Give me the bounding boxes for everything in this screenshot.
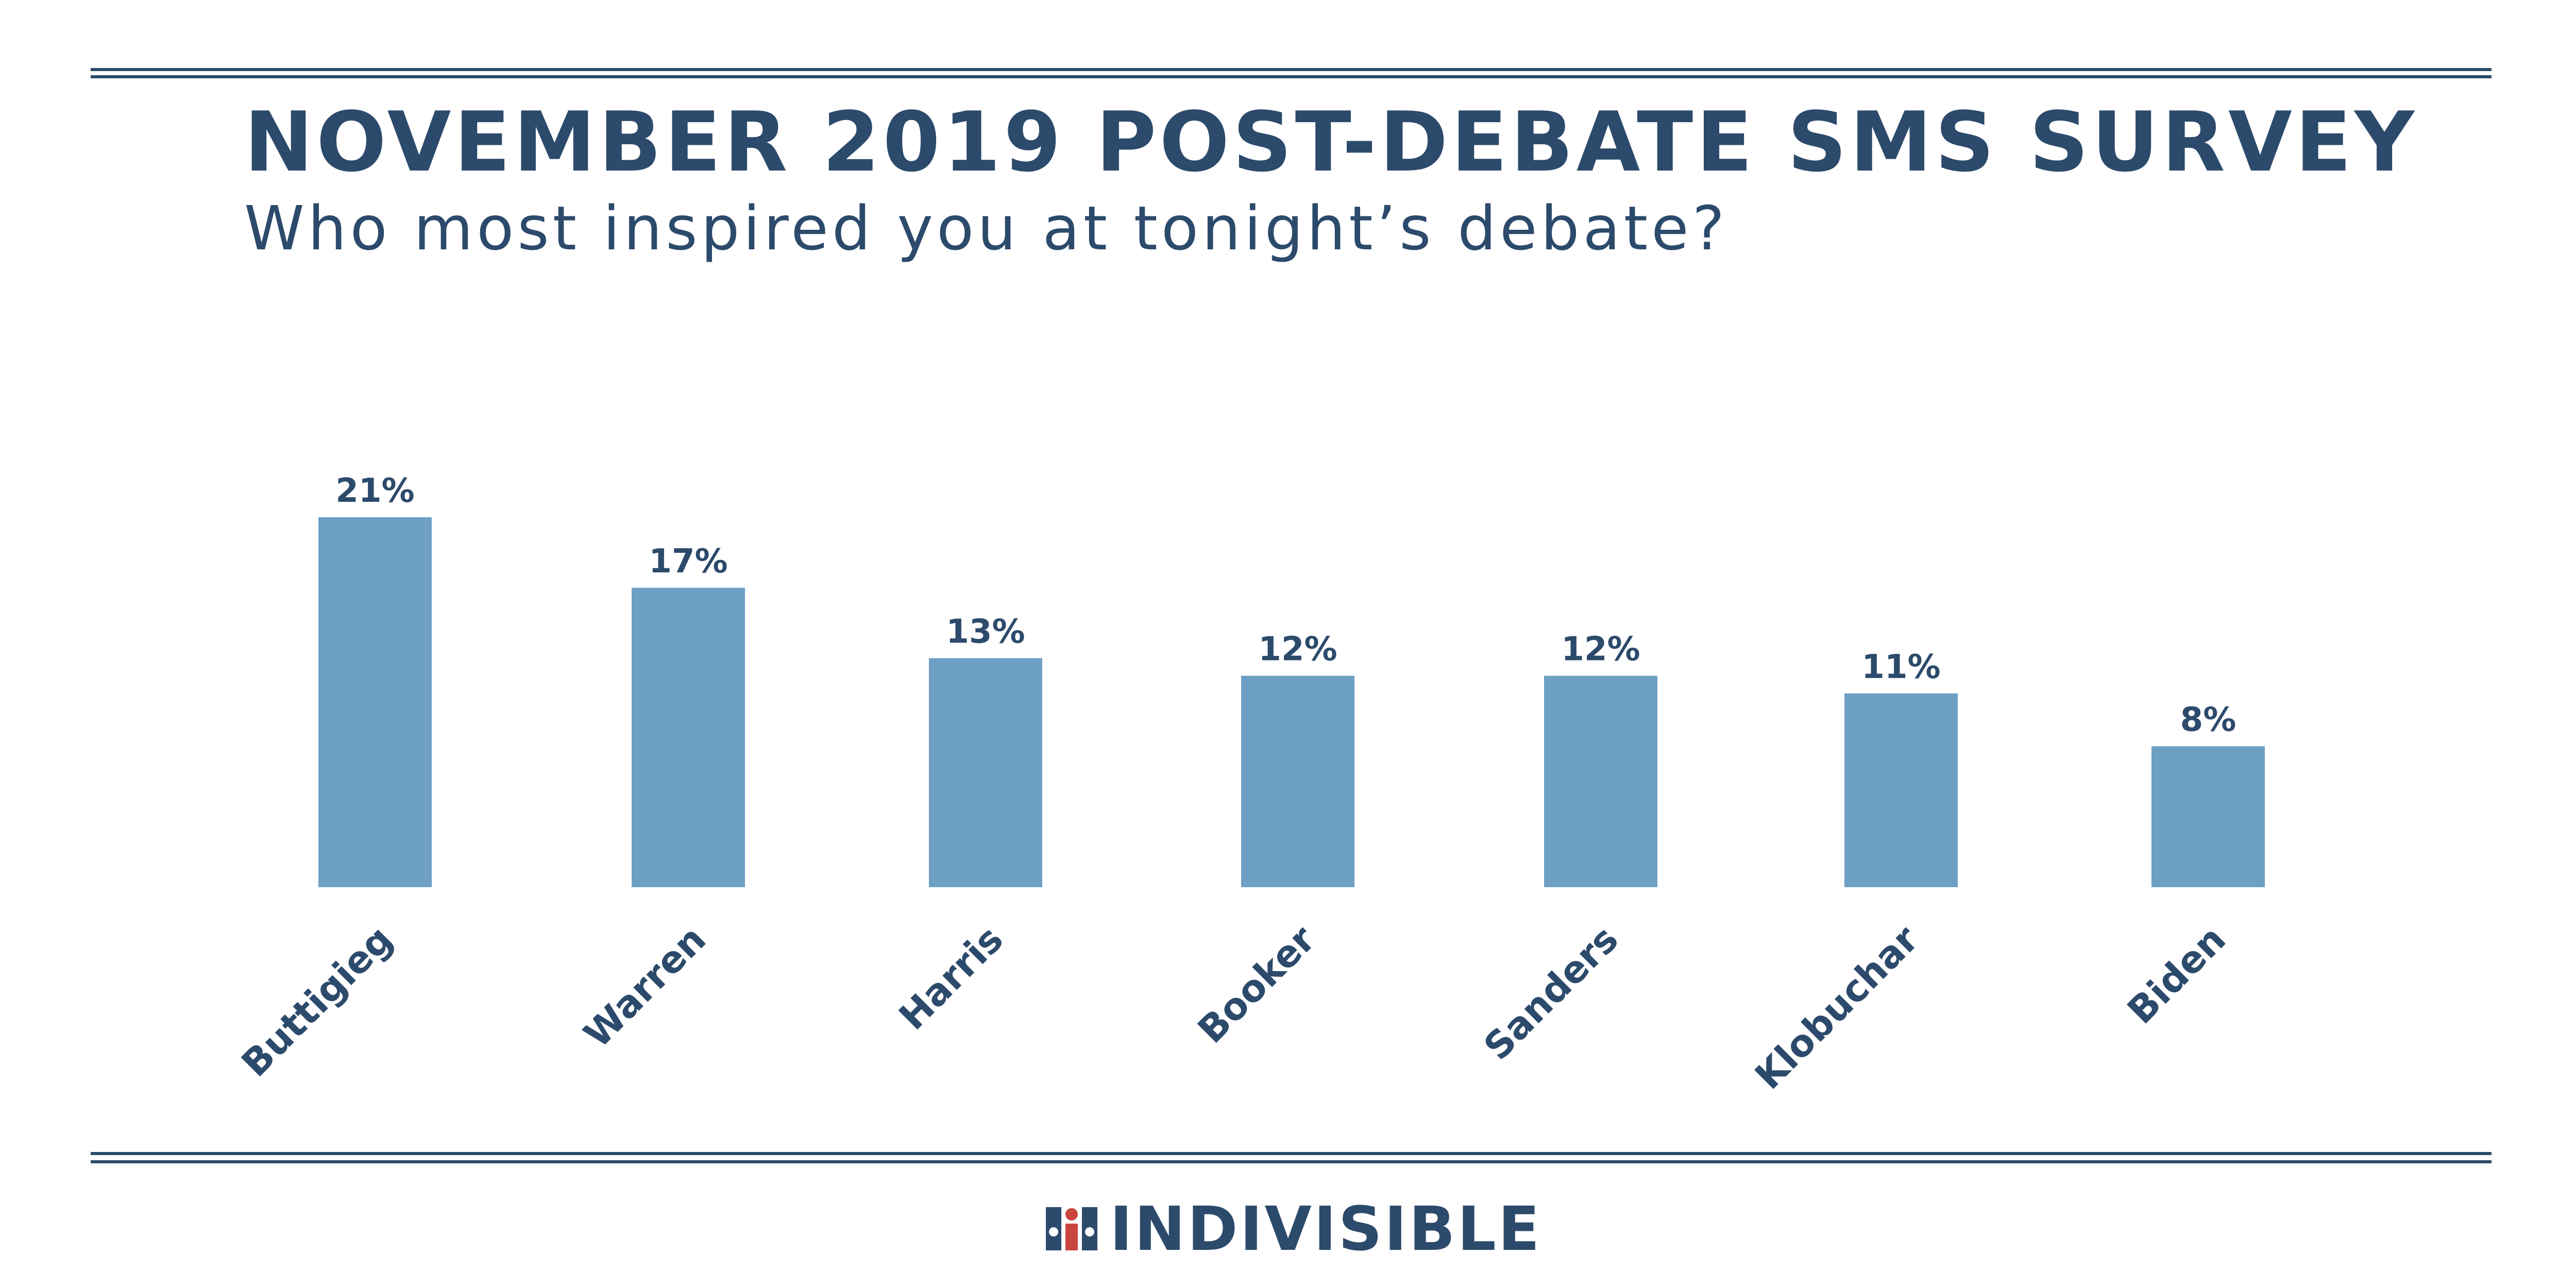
bar-biden xyxy=(2151,746,2265,887)
category-label-klobuchar: Klobuchar xyxy=(1747,917,1927,1097)
bar-chart: 21% Buttigieg 17% Warren 13% Harris 12% Booker 1… xyxy=(233,472,2265,1097)
top-rule-2 xyxy=(91,75,2492,78)
bar-warren xyxy=(632,587,745,887)
category-label-warren: Warren xyxy=(575,918,714,1056)
bar-booker xyxy=(1241,675,1354,887)
bottom-rule-1 xyxy=(91,1152,2492,1155)
category-label-sanders: Sanders xyxy=(1476,918,1626,1069)
value-label-warren: 17% xyxy=(649,543,727,581)
bottom-rule-2 xyxy=(91,1160,2492,1163)
chart-title: NOVEMBER 2019 POST-DEBATE SMS SURVEY xyxy=(244,94,2418,190)
category-label-biden: Biden xyxy=(2119,918,2234,1032)
value-label-harris: 13% xyxy=(946,613,1025,651)
category-label-harris: Harris xyxy=(891,918,1011,1038)
value-label-biden: 8% xyxy=(2180,701,2236,739)
brand-name: INDIVISIBLE xyxy=(1110,1193,1542,1264)
indivisible-people-icon xyxy=(1046,1207,1097,1250)
bar-sanders xyxy=(1544,675,1657,887)
value-label-booker: 12% xyxy=(1258,631,1337,669)
category-label-booker: Booker xyxy=(1190,917,1324,1052)
value-label-sanders: 12% xyxy=(1561,631,1640,669)
bar-harris xyxy=(929,658,1042,887)
bar-klobuchar xyxy=(1844,693,1958,887)
value-label-klobuchar: 11% xyxy=(1861,648,1940,686)
footer-logo: INDIVISIBLE xyxy=(1046,1195,1541,1262)
value-label-buttigieg: 21% xyxy=(335,472,414,510)
category-label-buttigieg: Buttigieg xyxy=(233,918,400,1085)
top-rule-1 xyxy=(91,68,2492,71)
chart-subtitle: Who most inspired you at tonight’s debat… xyxy=(244,193,1728,264)
bar-buttigieg xyxy=(318,517,432,887)
